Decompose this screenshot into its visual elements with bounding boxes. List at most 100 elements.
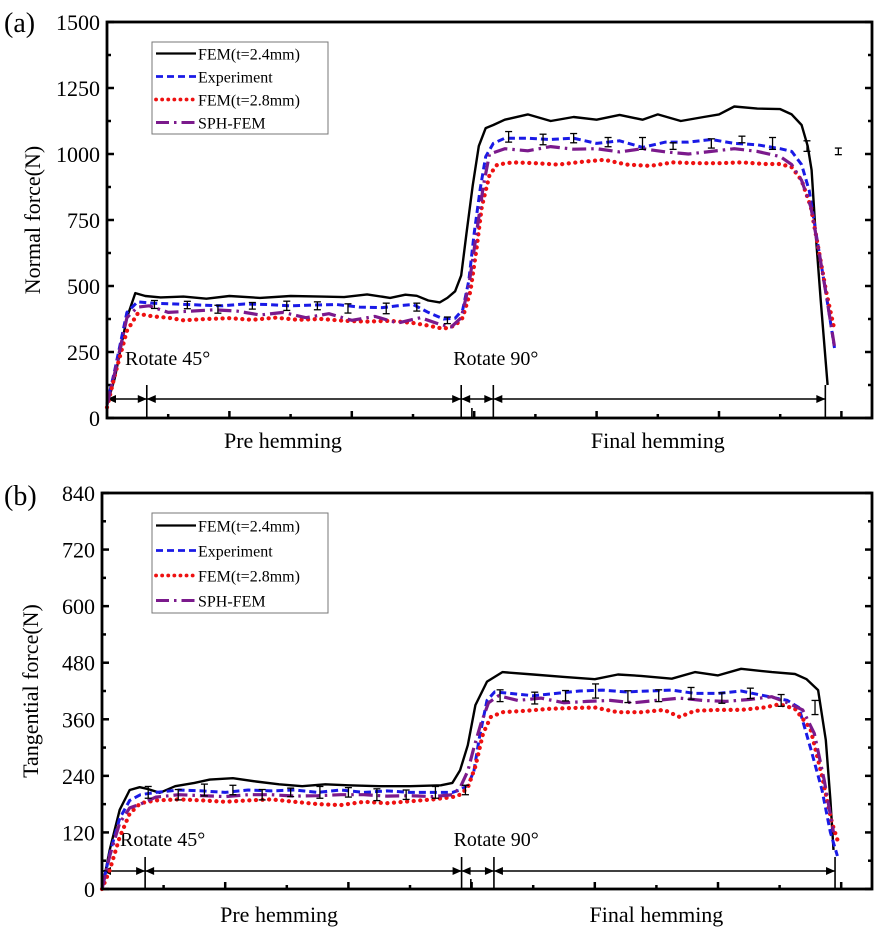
legend-entry: FEM(t=2.8mm) — [198, 93, 300, 110]
y-tick-label: 250 — [67, 340, 100, 365]
y-tick-label: 840 — [62, 481, 95, 506]
panel-b: (b) 0 120 240 360 480 600 720 840 Tangential forc… — [4, 481, 874, 927]
error-bar — [562, 689, 570, 702]
error-bar — [505, 130, 513, 143]
y-tick-label: 0 — [89, 406, 100, 431]
legend-entry: Experiment — [198, 70, 273, 87]
error-bar — [624, 690, 632, 704]
phase-label: Pre hemming — [224, 428, 342, 453]
error-bar — [777, 693, 785, 707]
error-bar — [373, 788, 381, 802]
error-bar — [344, 303, 352, 314]
error-bar — [283, 300, 291, 312]
error-bar — [687, 686, 695, 700]
arrowhead-right — [137, 395, 147, 403]
phase-label: Final hemming — [591, 428, 725, 453]
error-bar — [174, 788, 182, 801]
rotate-annotation: Rotate 45° — [125, 348, 210, 370]
error-bar — [344, 786, 352, 798]
error-bar — [655, 689, 663, 703]
legend-entry: FEM(t=2.4mm) — [198, 47, 300, 64]
error-bar — [431, 785, 439, 799]
y-tick-label: 360 — [62, 707, 95, 732]
error-bar — [183, 300, 191, 310]
y-tick-label: 720 — [62, 538, 95, 563]
error-bar — [834, 147, 842, 156]
rotate-annotation: Rotate 90° — [454, 829, 539, 851]
arrowhead-right — [136, 867, 146, 875]
error-bar — [539, 133, 547, 146]
legend-entry: Experiment — [198, 544, 273, 561]
legend: FEM(t=2.4mm) Experiment FEM(t=2.8mm) SPH-FE… — [151, 512, 329, 614]
error-bar — [738, 135, 746, 144]
error-bar — [604, 136, 612, 148]
y-tick-label: 120 — [62, 820, 95, 845]
error-bar — [316, 785, 324, 799]
y-tick-label: 1250 — [56, 76, 100, 101]
legend-box — [151, 41, 329, 135]
y-tick-label: 1000 — [56, 142, 100, 167]
arrowhead-right — [826, 867, 836, 875]
plot-frame — [100, 491, 874, 891]
error-bar — [461, 784, 469, 796]
panel-label: (b) — [4, 481, 37, 512]
series-line-fem-t-2-8mm- — [99, 702, 841, 892]
series-line-fem-t-2-8mm- — [104, 157, 837, 410]
legend-entry: FEM(t=2.8mm) — [198, 569, 300, 586]
y-axis-title: Tangential force(N) — [18, 604, 43, 778]
y-tick-label: 480 — [62, 651, 95, 676]
error-bar — [639, 136, 646, 151]
error-bar — [413, 302, 421, 312]
error-bar — [811, 699, 819, 716]
arrowhead-right — [484, 867, 494, 875]
y-tick-label: 240 — [62, 764, 95, 789]
error-bar — [570, 132, 578, 144]
arrowhead-right — [452, 395, 462, 403]
error-bar — [707, 138, 715, 149]
series-line-experiment — [105, 136, 836, 404]
error-bar — [382, 302, 390, 315]
phase-label: Final hemming — [589, 902, 723, 927]
error-bar — [746, 687, 754, 700]
arrowhead-left — [461, 867, 471, 875]
error-bar — [592, 683, 600, 699]
arrowhead-left — [145, 867, 155, 875]
rotate-annotation: Rotate 45° — [120, 829, 205, 851]
series-line-experiment — [100, 688, 839, 890]
error-bar — [214, 304, 222, 314]
error-bar — [531, 691, 539, 705]
arrowhead-left — [493, 395, 503, 403]
error-bar — [150, 299, 158, 310]
series-line-fem-t-2-4mm- — [100, 667, 835, 890]
legend-entry: SPH-FEM — [198, 116, 266, 133]
error-bar — [229, 784, 237, 796]
error-bar — [769, 136, 777, 151]
series-line-sph-fem — [100, 694, 836, 890]
legend-box — [151, 512, 329, 614]
panel-a: (a) 0 250 500 750 1000 1250 1500 Normal force(N)… — [4, 8, 874, 453]
error-bar — [718, 692, 726, 704]
arrowhead-left — [146, 395, 156, 403]
y-tick-label: 0 — [84, 877, 95, 902]
plot-frame — [105, 20, 874, 420]
error-bar — [200, 783, 208, 797]
y-tick-label: 750 — [67, 208, 100, 233]
arrowhead-left — [107, 395, 116, 403]
phase-label: Pre hemming — [220, 902, 338, 927]
legend-entry: FEM(t=2.4mm) — [198, 519, 300, 536]
error-bar — [258, 788, 266, 801]
arrowhead-right — [452, 867, 462, 875]
error-bar — [496, 689, 504, 703]
y-tick-label: 1500 — [56, 10, 100, 35]
series-line-fem-t-2-4mm- — [105, 105, 829, 406]
legend: FEM(t=2.4mm) Experiment FEM(t=2.8mm) SPH-FE… — [151, 41, 329, 135]
y-tick-label: 600 — [62, 594, 95, 619]
error-bar — [669, 142, 677, 151]
error-bar — [287, 787, 295, 798]
error-bar — [402, 789, 410, 801]
error-bar — [313, 301, 321, 311]
arrowhead-right — [816, 395, 826, 403]
rotate-annotation: Rotate 90° — [453, 348, 538, 370]
